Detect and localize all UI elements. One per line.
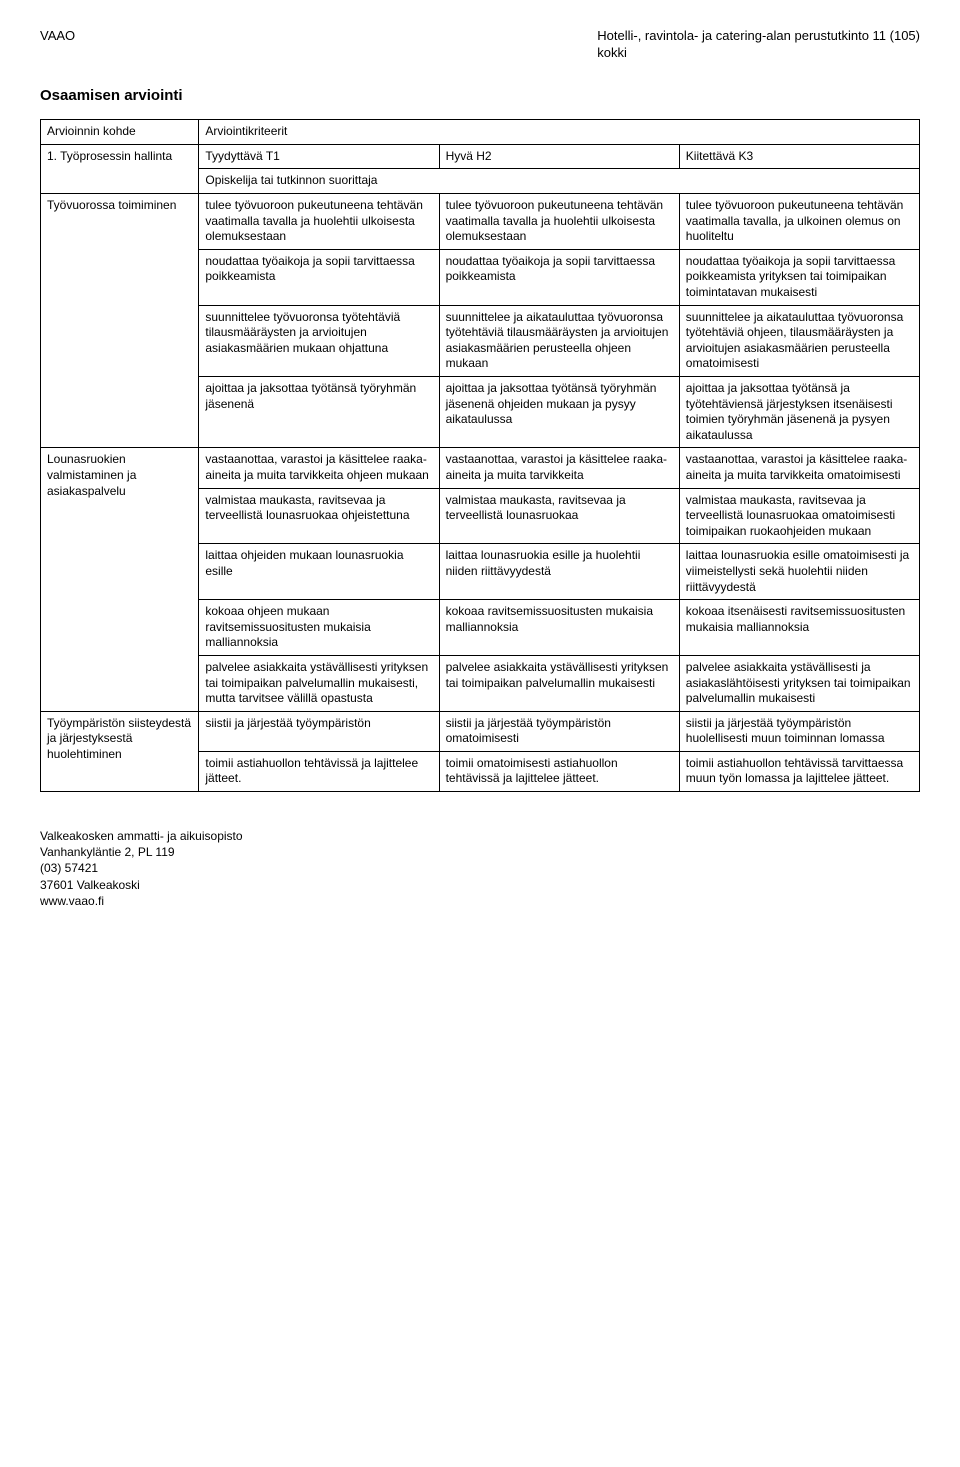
header-right-line2: kokki	[597, 45, 920, 62]
footer-line: Valkeakosken ammatti- ja aikuisopisto	[40, 828, 920, 844]
table-row: Arvioinnin kohde Arviointikriteerit	[41, 120, 920, 145]
footer-line: www.vaao.fi	[40, 893, 920, 909]
cell-t1: palvelee asiakkaita ystävällisesti yrity…	[199, 655, 439, 711]
cell-k3: kokoaa itsenäisesti ravitsemissuosituste…	[679, 600, 919, 656]
cell-k3: laittaa lounasruokia esille omatoimisest…	[679, 544, 919, 600]
cell-k3: valmistaa maukasta, ravitsevaa ja tervee…	[679, 488, 919, 544]
cell-t1: toimii astiahuollon tehtävissä ja lajitt…	[199, 751, 439, 791]
footer-line: Vanhankyläntie 2, PL 119	[40, 844, 920, 860]
cell-level-t1: Tyydyttävä T1	[199, 144, 439, 169]
table-row: Työvuorossa toimiminen tulee työvuoroon …	[41, 194, 920, 250]
cell-label: Työympäristön siisteydestä ja järjestyks…	[41, 711, 199, 791]
cell-t1: siistii ja järjestää työympäristön	[199, 711, 439, 751]
page-footer: Valkeakosken ammatti- ja aikuisopisto Va…	[40, 828, 920, 909]
cell-k3: ajoittaa ja jaksottaa työtänsä ja työteh…	[679, 377, 919, 448]
cell-t1: vastaanottaa, varastoi ja käsittelee raa…	[199, 448, 439, 488]
cell-t1: kokoaa ohjeen mukaan ravitsemissuositust…	[199, 600, 439, 656]
header-left: VAAO	[40, 28, 75, 62]
cell-label: Lounasruokien valmistaminen ja asiakaspa…	[41, 448, 199, 711]
header-right-line1: Hotelli-, ravintola- ja catering-alan pe…	[597, 28, 920, 45]
cell-t1: ajoittaa ja jaksottaa työtänsä työryhmän…	[199, 377, 439, 448]
cell-t1: laittaa ohjeiden mukaan lounasruokia esi…	[199, 544, 439, 600]
cell-h2: ajoittaa ja jaksottaa työtänsä työryhmän…	[439, 377, 679, 448]
cell-h2: palvelee asiakkaita ystävällisesti yrity…	[439, 655, 679, 711]
cell-k3: vastaanottaa, varastoi ja käsittelee raa…	[679, 448, 919, 488]
cell-label: Työvuorossa toimiminen	[41, 194, 199, 448]
cell-k3: toimii astiahuollon tehtävissä tarvittae…	[679, 751, 919, 791]
table-row: 1. Työprosessin hallinta Tyydyttävä T1 H…	[41, 144, 920, 169]
cell-subheader: Opiskelija tai tutkinnon suorittaja	[199, 169, 920, 194]
cell-label: 1. Työprosessin hallinta	[41, 144, 199, 193]
cell-t1: noudattaa työaikoja ja sopii tarvittaess…	[199, 249, 439, 305]
table-row: Lounasruokien valmistaminen ja asiakaspa…	[41, 448, 920, 488]
cell-k3: suunnittelee ja aikatauluttaa työvuorons…	[679, 305, 919, 376]
section-title: Osaamisen arviointi	[40, 86, 920, 106]
cell-h2: noudattaa työaikoja ja sopii tarvittaess…	[439, 249, 679, 305]
footer-line: (03) 57421	[40, 860, 920, 876]
header-right: Hotelli-, ravintola- ja catering-alan pe…	[597, 28, 920, 62]
cell-h2: vastaanottaa, varastoi ja käsittelee raa…	[439, 448, 679, 488]
cell-h2: laittaa lounasruokia esille ja huolehtii…	[439, 544, 679, 600]
evaluation-table: Arvioinnin kohde Arviointikriteerit 1. T…	[40, 119, 920, 792]
cell-h2: kokoaa ravitsemissuositusten mukaisia ma…	[439, 600, 679, 656]
cell-h2: valmistaa maukasta, ravitsevaa ja tervee…	[439, 488, 679, 544]
cell-t1: tulee työvuoroon pukeutuneena tehtävän v…	[199, 194, 439, 250]
table-row: Työympäristön siisteydestä ja järjestyks…	[41, 711, 920, 751]
cell-h2: siistii ja järjestää työympäristön omato…	[439, 711, 679, 751]
cell-t1: valmistaa maukasta, ravitsevaa ja tervee…	[199, 488, 439, 544]
cell-h2: toimii omatoimisesti astiahuollon tehtäv…	[439, 751, 679, 791]
cell-label: Arvioinnin kohde	[41, 120, 199, 145]
cell-t1: suunnittelee työvuoronsa työtehtäviä til…	[199, 305, 439, 376]
cell-criteria-header: Arviointikriteerit	[199, 120, 920, 145]
cell-k3: siistii ja järjestää työympäristön huole…	[679, 711, 919, 751]
cell-k3: tulee työvuoroon pukeutuneena tehtävän v…	[679, 194, 919, 250]
cell-k3: noudattaa työaikoja ja sopii tarvittaess…	[679, 249, 919, 305]
page-header: VAAO Hotelli-, ravintola- ja catering-al…	[40, 28, 920, 62]
cell-level-k3: Kiitettävä K3	[679, 144, 919, 169]
cell-h2: tulee työvuoroon pukeutuneena tehtävän v…	[439, 194, 679, 250]
cell-k3: palvelee asiakkaita ystävällisesti ja as…	[679, 655, 919, 711]
cell-level-h2: Hyvä H2	[439, 144, 679, 169]
cell-h2: suunnittelee ja aikatauluttaa työvuorons…	[439, 305, 679, 376]
footer-line: 37601 Valkeakoski	[40, 877, 920, 893]
